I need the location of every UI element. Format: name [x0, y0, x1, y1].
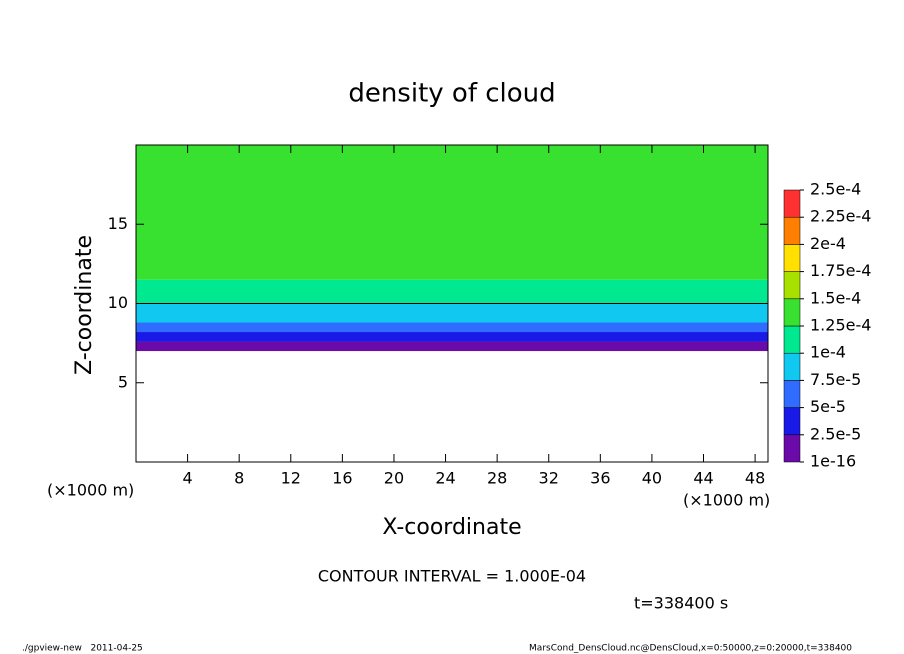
colorbar-swatch	[783, 298, 801, 327]
contour-band	[136, 145, 768, 280]
colorbar-label: 1e-16	[810, 452, 856, 471]
y-tick-label: 15	[108, 214, 128, 233]
x-tick-label: 40	[642, 469, 662, 488]
colorbar-label: 2.5e-5	[810, 424, 861, 443]
colorbar-swatch	[783, 434, 801, 463]
colorbar-label: 7.5e-5	[810, 370, 861, 389]
time-label: t=338400 s	[634, 594, 728, 613]
colorbar-swatch	[783, 352, 801, 381]
colorbar-swatch	[783, 244, 801, 272]
x-unit: (×1000 m)	[683, 491, 770, 510]
x-tick-label: 28	[487, 469, 507, 488]
x-tick-label: 20	[384, 469, 404, 488]
y-axis-label: Z-coordinate	[72, 235, 97, 375]
x-tick-label: 12	[281, 469, 301, 488]
x-tick-label: 48	[745, 469, 765, 488]
x-tick-label: 8	[234, 469, 244, 488]
x-unit: (×1000 m)	[47, 481, 134, 500]
contour-band	[136, 332, 768, 342]
footer-left: ./gpview-new 2011-04-25	[22, 644, 143, 654]
x-tick-label: 44	[693, 469, 713, 488]
colorbar-label: 2.25e-4	[810, 207, 871, 226]
colorbar-label: 1.75e-4	[810, 261, 871, 280]
contour-band	[136, 279, 768, 304]
colorbar-label: 1.5e-4	[810, 288, 861, 307]
contour-band	[136, 303, 768, 323]
colorbar-swatch	[783, 216, 801, 245]
colorbar-label: 1.25e-4	[810, 316, 871, 335]
colorbar-swatch	[783, 271, 801, 300]
x-tick-label: 16	[332, 469, 352, 488]
y-tick-label: 5	[118, 372, 128, 391]
contour-interval: CONTOUR INTERVAL = 1.000E-04	[318, 567, 586, 586]
y-tick-label: 10	[108, 293, 128, 312]
x-tick-label: 4	[182, 469, 192, 488]
x-tick-label: 32	[539, 469, 559, 488]
footer-right: MarsCond_DensCloud.nc@DensCloud,x=0:5000…	[529, 644, 852, 654]
colorbar-label: 5e-5	[810, 397, 846, 416]
contour-band	[136, 341, 768, 352]
x-tick-label: 24	[435, 469, 455, 488]
colorbar-swatch	[783, 189, 801, 218]
contour-band	[136, 322, 768, 333]
colorbar-swatch	[783, 380, 801, 408]
x-tick-label: 36	[590, 469, 610, 488]
colorbar-label: 1e-4	[810, 343, 846, 362]
chart-title: density of cloud	[348, 79, 555, 109]
colorbar-label: 2.5e-4	[810, 180, 861, 199]
colorbar-swatch	[783, 407, 801, 436]
colorbar-label: 2e-4	[810, 234, 846, 253]
colorbar-swatch	[783, 325, 801, 354]
x-axis-label: X-coordinate	[382, 515, 521, 540]
